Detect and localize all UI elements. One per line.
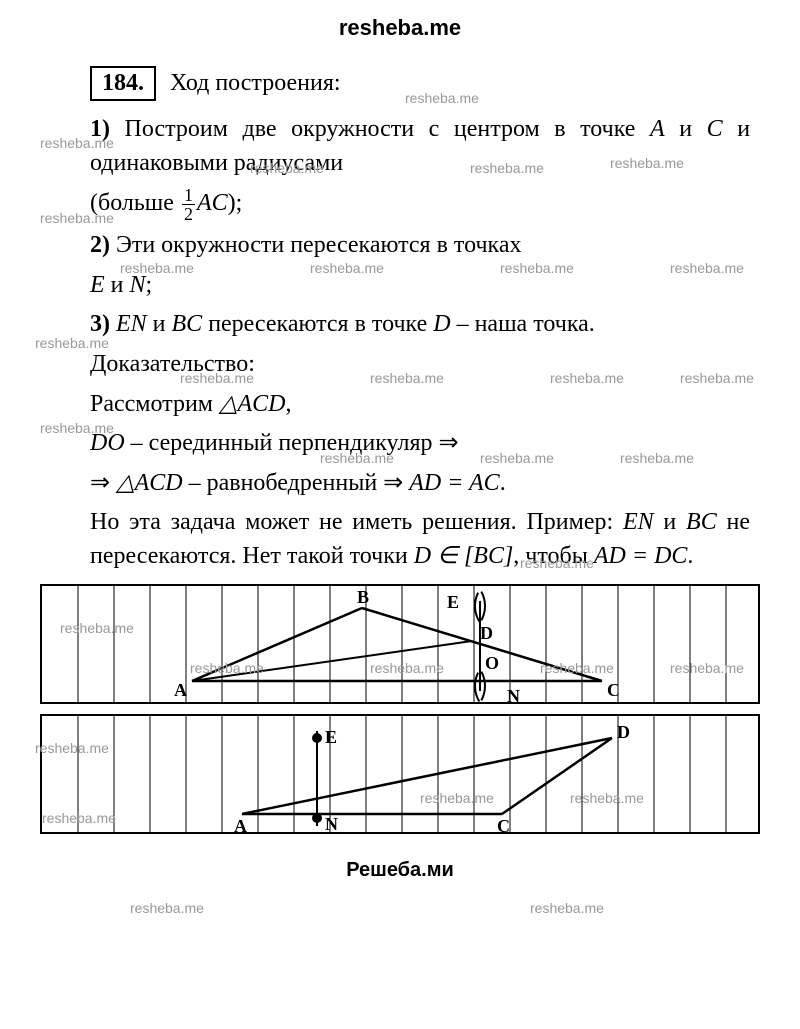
note-e: , чтобы [513,543,594,569]
step-2: 2) Эти окружности пересекаются в точках [90,229,750,263]
step-1-frac-prefix: (больше [90,190,180,216]
svg-text:N: N [325,814,338,834]
diagram-1: A B C E NOD [40,584,760,704]
step-1-frac-line: (больше 12AC); [90,186,750,223]
step-1-text-a: Построим две окружности с центром в точк… [125,116,650,142]
step-3-num: 3) [90,311,110,337]
step-3: 3) EN и BC пересекаются в точке D – наша… [90,308,750,342]
step-1-A: A [650,116,665,142]
step-1: 1) Построим две окружности с центром в т… [90,113,750,180]
step-1-close: ); [228,190,243,216]
step-2-num: 2) [90,232,110,258]
proof-3-c: . [500,470,506,496]
svg-text:A: A [174,680,187,700]
svg-text:E: E [325,727,337,747]
proof-3-tri: △ACD [116,470,182,496]
svg-text:C: C [497,816,510,834]
step-2-text: Эти окружности пересекаются в точках [116,232,522,258]
step-3-mid2: пересекаются в точке [202,311,433,337]
proof-3-a: ⇒ [90,470,116,496]
step-1-C: C [707,116,723,142]
frac-den: 2 [182,205,195,223]
step-2-E: E [90,272,105,298]
diagram-2: A C D E N [40,714,760,834]
note-eq: AD = DC [594,543,688,569]
construction-title: Ход построения: [170,70,341,96]
step-2-mid: и [105,272,130,298]
proof-line-1: Рассмотрим △ACD, [90,388,750,422]
svg-text:N: N [507,686,520,704]
step-1-AC: AC [197,190,228,216]
svg-text:O: O [485,653,499,673]
note-para: Но эта задача может не иметь решения. Пр… [90,506,750,573]
diagram-2-svg: A C D E N [42,716,760,834]
step-3-D: D [433,311,450,337]
note-a: Но эта задача может не иметь решения. Пр… [90,509,623,535]
proof-3-b: – равнобедренный ⇒ [183,470,410,496]
fraction-half: 12 [182,186,195,223]
step-1-mid1: и [679,116,706,142]
proof-1-a: Рассмотрим [90,391,219,417]
proof-2-b: – серединный перпендикуляр ⇒ [125,430,459,456]
note-EN: EN [623,509,654,535]
proof-title: Доказательство: [90,348,750,382]
svg-text:C: C [607,680,620,700]
header-site-link: resheba.me [0,0,800,56]
proof-line-2: DO – серединный перпендикуляр ⇒ [90,427,750,461]
title-line: 184. Ход построения: [90,66,750,101]
problem-number: 184. [90,66,156,101]
proof-2-DO: DO [90,430,125,456]
step-2-N: N [130,272,146,298]
watermark-text: resheba.me [130,900,204,916]
proof-1-tri: △ACD [219,391,285,417]
note-BC: BC [686,509,717,535]
frac-num: 1 [182,186,195,205]
step-3-EN: EN [116,311,147,337]
footer-text: Решеба.ми [0,844,800,897]
note-b: и [654,509,686,535]
problem-content: 184. Ход построения: 1) Построим две окр… [0,56,800,574]
svg-text:A: A [234,816,247,834]
proof-1-b: , [285,391,291,417]
svg-text:D: D [617,722,630,742]
step-3-mid1: и [147,311,172,337]
svg-text:B: B [357,587,369,607]
svg-text:D: D [480,623,493,643]
diagram-2-container: A C D E N [40,714,760,834]
svg-text:E: E [447,592,459,612]
step-1-num: 1) [90,116,110,142]
note-D: D ∈ [BC] [414,543,514,569]
note-f: . [687,543,693,569]
step-3-BC: BC [172,311,203,337]
watermark-text: resheba.me [530,900,604,916]
diagram-1-svg: A B C E NOD [42,586,760,704]
step-2-end: ; [146,272,153,298]
diagram-1-container: A B C E NOD [40,584,760,704]
step-3-end: – наша точка. [451,311,595,337]
step-2b: E и N; [90,269,750,303]
proof-line-3: ⇒ △ACD – равнобедренный ⇒ AD = AC. [90,467,750,501]
proof-3-eq: AD = AC [409,470,499,496]
